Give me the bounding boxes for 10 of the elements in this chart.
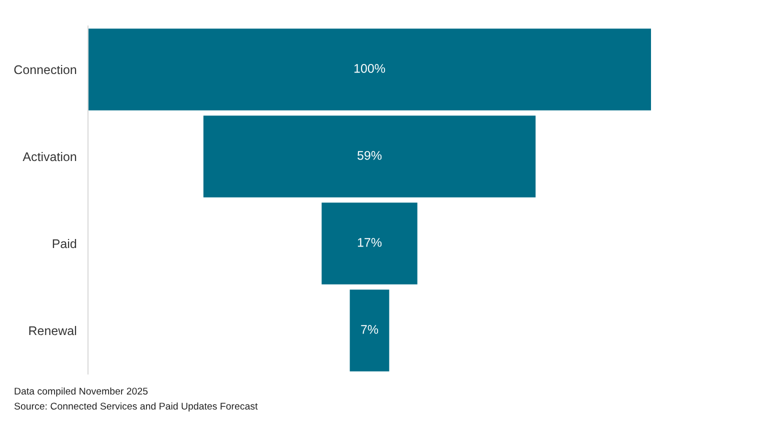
data-label: 59% bbox=[357, 151, 382, 160]
category-label: Connection bbox=[14, 64, 76, 74]
data-label: 100% bbox=[354, 64, 386, 73]
category-label: Activation bbox=[22, 152, 76, 162]
category-label: Renewal bbox=[29, 326, 76, 336]
data-label: 7% bbox=[361, 325, 378, 334]
source-note: Source: Connected Services and Paid Updates Forecast bbox=[14, 402, 258, 412]
data-label: 17% bbox=[358, 238, 382, 247]
text: Data compiled November 2025 bbox=[14, 387, 148, 397]
category-label: Paid bbox=[52, 238, 76, 248]
